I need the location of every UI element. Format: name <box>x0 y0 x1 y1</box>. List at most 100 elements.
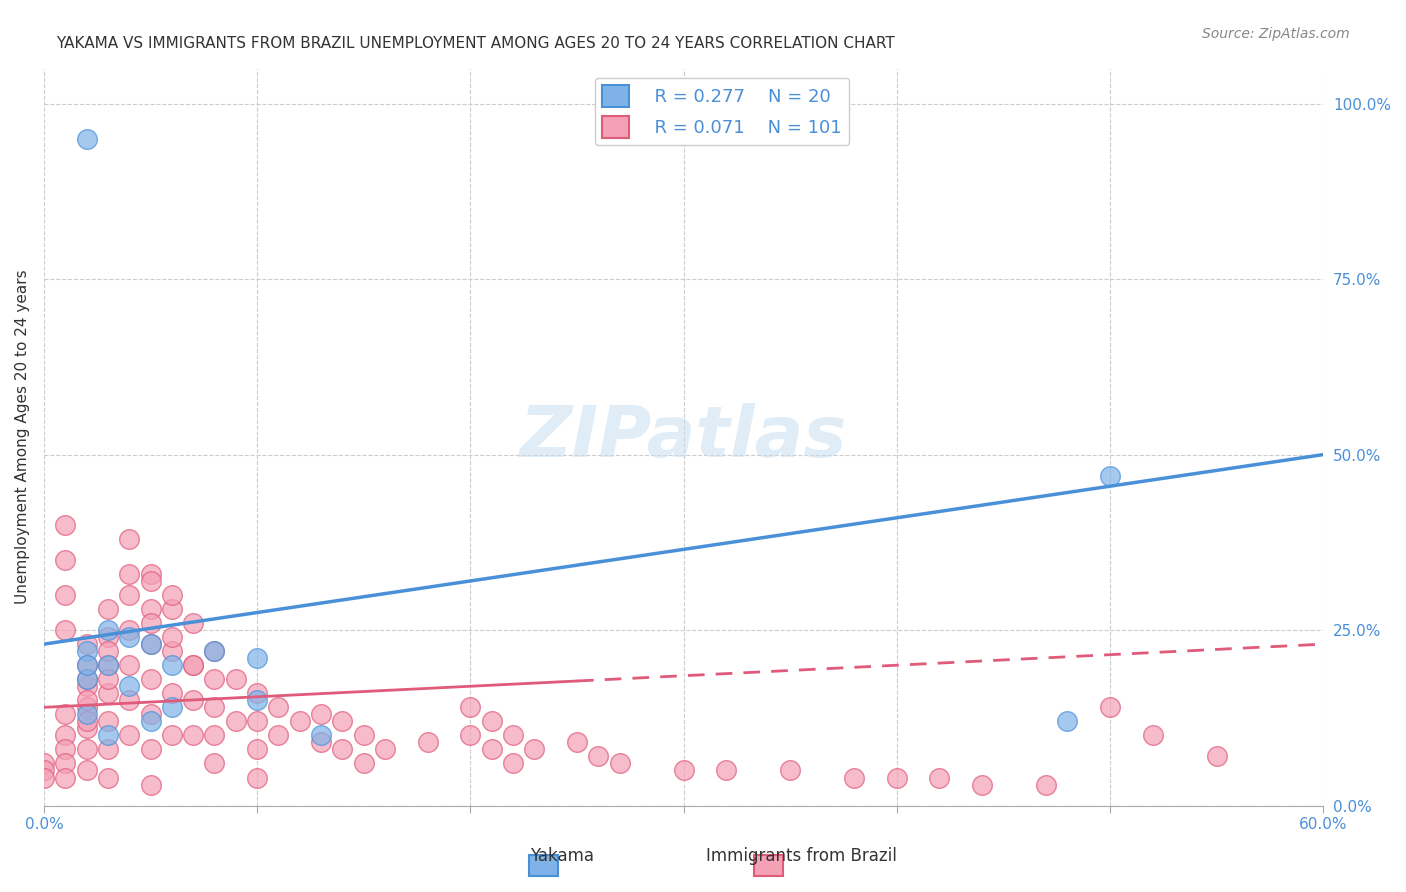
Point <box>97 602 120 616</box>
Point <box>460 728 482 742</box>
Point <box>76 658 98 673</box>
Point <box>53 707 76 722</box>
Point <box>565 735 588 749</box>
Point <box>353 728 375 742</box>
Point <box>76 679 98 693</box>
Point <box>309 735 332 749</box>
Point <box>76 672 98 686</box>
Point <box>353 756 375 771</box>
Point <box>1099 700 1122 714</box>
Point <box>267 728 290 742</box>
Point <box>332 714 354 729</box>
Text: Source: ZipAtlas.com: Source: ZipAtlas.com <box>1202 27 1350 41</box>
Point <box>204 672 226 686</box>
Point <box>53 517 76 532</box>
Point <box>118 566 141 581</box>
Point <box>139 574 162 588</box>
Point <box>1056 714 1078 729</box>
Text: Immigrants from Brazil: Immigrants from Brazil <box>706 847 897 865</box>
Point <box>246 742 269 756</box>
Point <box>76 693 98 707</box>
Point <box>118 679 141 693</box>
Point <box>160 644 183 658</box>
Point <box>32 771 55 785</box>
Point <box>246 693 269 707</box>
Point <box>160 728 183 742</box>
Point <box>139 637 162 651</box>
Point <box>53 756 76 771</box>
Point <box>76 707 98 722</box>
Point <box>118 658 141 673</box>
Point <box>1205 749 1227 764</box>
Point <box>118 532 141 546</box>
Point <box>76 132 98 146</box>
Point <box>672 764 695 778</box>
Point <box>97 728 120 742</box>
Point <box>76 658 98 673</box>
Point <box>139 707 162 722</box>
Point <box>204 756 226 771</box>
Point <box>181 658 204 673</box>
Point <box>139 778 162 792</box>
Point <box>246 651 269 665</box>
Point <box>53 771 76 785</box>
Point <box>97 771 120 785</box>
Point <box>76 722 98 736</box>
Point <box>97 658 120 673</box>
Point <box>460 700 482 714</box>
Point <box>416 735 439 749</box>
Point <box>53 742 76 756</box>
Point <box>523 742 546 756</box>
Point <box>502 728 524 742</box>
Point <box>139 602 162 616</box>
Point <box>76 764 98 778</box>
Point <box>97 672 120 686</box>
Point <box>309 728 332 742</box>
Point <box>160 686 183 700</box>
Point <box>225 672 247 686</box>
Point <box>139 637 162 651</box>
Point <box>181 728 204 742</box>
Point <box>779 764 801 778</box>
Point <box>76 714 98 729</box>
Point <box>97 742 120 756</box>
Point <box>225 714 247 729</box>
Point <box>181 616 204 631</box>
Point <box>139 714 162 729</box>
Point <box>204 644 226 658</box>
Point <box>1142 728 1164 742</box>
Point <box>97 686 120 700</box>
Y-axis label: Unemployment Among Ages 20 to 24 years: Unemployment Among Ages 20 to 24 years <box>15 269 30 605</box>
Point <box>139 616 162 631</box>
Point <box>181 658 204 673</box>
Point <box>716 764 738 778</box>
Point <box>97 644 120 658</box>
Point <box>76 672 98 686</box>
Point <box>97 623 120 637</box>
Point <box>118 728 141 742</box>
Point <box>481 714 503 729</box>
Point <box>204 700 226 714</box>
Point <box>97 658 120 673</box>
Point <box>76 700 98 714</box>
Point <box>1099 468 1122 483</box>
Point <box>1035 778 1057 792</box>
Point <box>76 637 98 651</box>
Point <box>928 771 950 785</box>
Point <box>118 630 141 644</box>
Text: Yakama: Yakama <box>530 847 595 865</box>
Point <box>53 553 76 567</box>
Point <box>844 771 866 785</box>
Point <box>588 749 610 764</box>
Point <box>53 728 76 742</box>
Point <box>309 707 332 722</box>
Point <box>160 658 183 673</box>
Point <box>246 714 269 729</box>
Point <box>332 742 354 756</box>
Point <box>118 623 141 637</box>
Point <box>160 588 183 602</box>
Point <box>972 778 994 792</box>
Point <box>97 714 120 729</box>
Point <box>160 700 183 714</box>
Legend:   R = 0.277    N = 20,   R = 0.071    N = 101: R = 0.277 N = 20, R = 0.071 N = 101 <box>595 78 849 145</box>
